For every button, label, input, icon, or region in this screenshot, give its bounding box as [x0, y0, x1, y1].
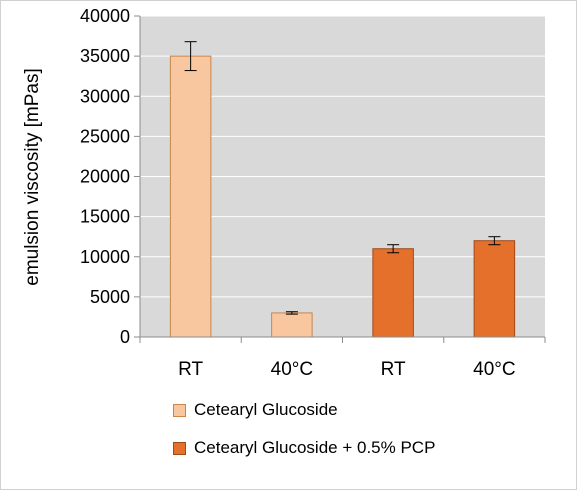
x-tick-label: 40°C	[271, 359, 313, 380]
legend-label: Cetearyl Glucoside + 0.5% PCP	[194, 438, 436, 457]
y-tick-label: 25000	[80, 126, 130, 146]
y-tick-label: 30000	[80, 86, 130, 106]
bar	[271, 312, 313, 338]
bar	[372, 248, 414, 338]
bar	[473, 240, 516, 338]
y-tick-label: 40000	[80, 6, 130, 26]
y-tick-label: 5000	[90, 287, 130, 307]
bars	[169, 55, 516, 338]
axes	[139, 16, 546, 343]
y-tick-label: 35000	[80, 46, 130, 66]
x-tick-label: 40°C	[473, 359, 515, 380]
x-tick-labels: RT 40°C RT 40°C	[178, 359, 515, 380]
bar	[169, 55, 212, 338]
y-tick-labels: 0 5000 10000 15000 20000 25000 30000 35000 40000	[80, 6, 130, 347]
error-bars	[184, 41, 501, 315]
y-tick-label: 0	[120, 327, 130, 347]
y-tick-label: 15000	[80, 207, 130, 227]
legend-swatch	[173, 403, 186, 417]
y-tick-label: 20000	[80, 167, 130, 187]
x-tick-label: RT	[381, 359, 406, 380]
y-tick-label: 10000	[80, 247, 130, 267]
legend-item-1: Cetearyl Glucoside	[173, 396, 563, 424]
legend-label: Cetearyl Glucoside	[194, 400, 338, 419]
x-tick-label: RT	[178, 359, 203, 380]
legend-swatch	[173, 441, 186, 455]
legend-item-2: Cetearyl Glucoside + 0.5% PCP	[173, 434, 563, 462]
y-axis-label: emulsion viscosity [mPas]	[22, 68, 43, 286]
